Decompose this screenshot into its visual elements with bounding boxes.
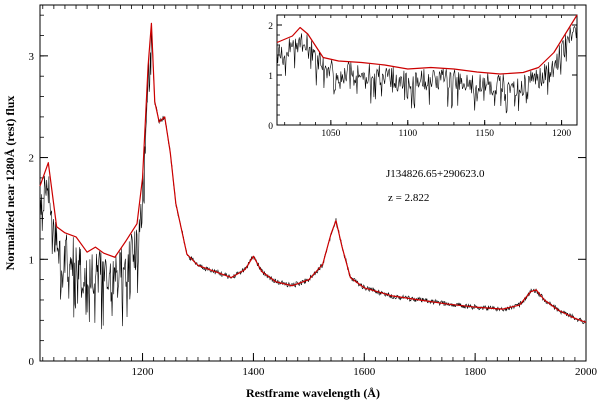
y-tick-label: 1	[268, 72, 273, 82]
y-tick-label: 0	[268, 122, 273, 132]
x-tick-label: 1050	[321, 129, 340, 139]
inset-plot-frame	[276, 14, 578, 126]
x-tick-label: 2000	[575, 366, 598, 378]
inset-plot: 1050 1100 1150 1200 0 1 2	[268, 14, 578, 139]
y-tick-label: 2	[268, 22, 273, 32]
inset-model-fit	[276, 14, 578, 75]
x-tick-label: 1600	[353, 366, 376, 378]
x-tick-label: 1200	[132, 366, 155, 378]
inset-y-ticks: 0 1 2	[268, 14, 577, 132]
object-name-label: J134826.65+290623.0	[386, 168, 485, 180]
observed-spectrum-line	[276, 18, 578, 114]
x-tick-label: 1800	[464, 366, 487, 378]
x-tick-label: 1150	[475, 129, 494, 139]
y-tick-label: 0	[29, 356, 35, 368]
main-x-ticks: 1200 1400 1600 1800 2000	[42, 5, 598, 378]
model-fit-line	[276, 14, 578, 75]
main-plot-frame	[39, 4, 587, 362]
x-tick-label: 1400	[242, 366, 265, 378]
x-axis-title: Restframe wavelength (Å)	[246, 386, 380, 400]
inset-x-ticks: 1050 1100 1150 1200	[284, 15, 578, 139]
main-y-ticks: 0 1 2 3	[29, 14, 586, 368]
main-plot: 1200 1400 1600 1800 2000 0 1 2 3	[29, 4, 598, 378]
x-tick-label: 1200	[552, 129, 571, 139]
y-tick-label: 3	[29, 51, 35, 63]
inset-observed-spectrum	[276, 18, 578, 114]
x-tick-label: 1100	[398, 129, 417, 139]
redshift-label: z = 2.822	[388, 192, 429, 204]
model-fit	[39, 22, 587, 323]
model-fit-line	[39, 22, 587, 323]
y-tick-label: 2	[29, 153, 35, 165]
y-axis-title: Normalized near 1280Å (rest) flux	[3, 96, 17, 271]
y-tick-label: 1	[29, 254, 35, 266]
